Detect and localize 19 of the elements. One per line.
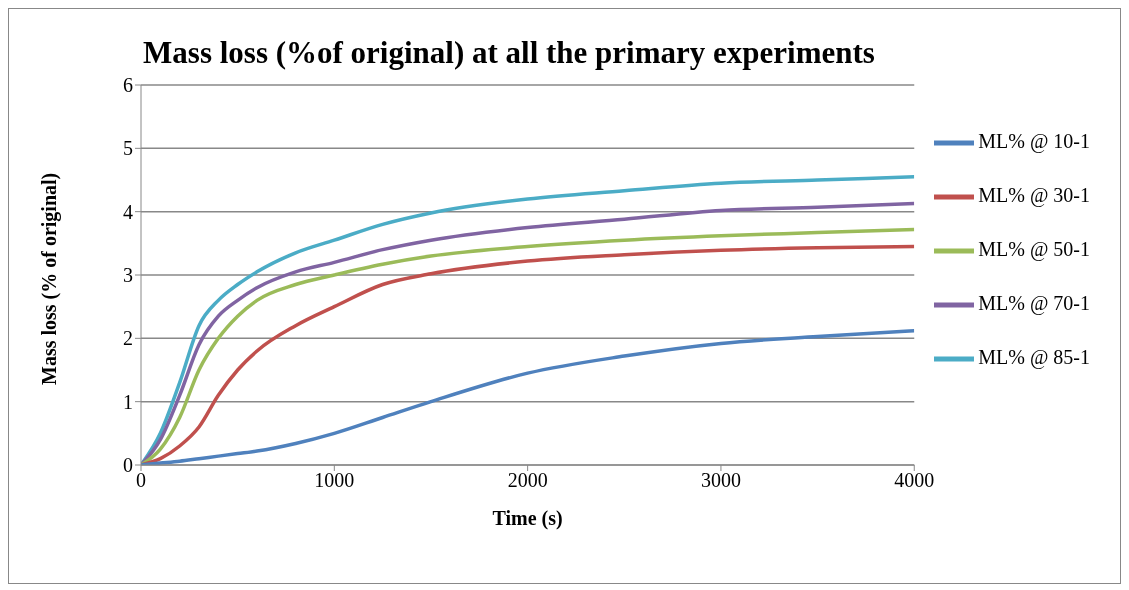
y-tick-label: 6	[123, 74, 133, 97]
y-tick-label: 1	[123, 390, 133, 413]
y-tick-label: 4	[123, 200, 133, 223]
x-tick-label: 2000	[507, 469, 548, 492]
x-axis-title: Time (s)	[492, 507, 563, 530]
y-axis-title: Mass loss (% of original)	[38, 172, 62, 385]
x-tick-label: 1000	[314, 469, 355, 492]
y-tick-label: 0	[123, 454, 133, 477]
y-tick-label: 2	[123, 327, 133, 350]
y-tick-label: 5	[123, 137, 133, 160]
y-tick-label: 3	[123, 264, 133, 287]
legend-label: ML% @ 10-1	[978, 130, 1090, 152]
x-tick-label: 3000	[700, 469, 741, 492]
chart-title: Mass loss (%of original) at all the primary experiments	[142, 35, 876, 71]
legend-label: ML% @ 30-1	[978, 184, 1090, 206]
legend-label: ML% @ 50-1	[978, 238, 1090, 260]
x-tick-label: 4000	[894, 469, 935, 492]
legend-label: ML% @ 85-1	[978, 346, 1090, 368]
legend-label: ML% @ 70-1	[978, 292, 1090, 314]
